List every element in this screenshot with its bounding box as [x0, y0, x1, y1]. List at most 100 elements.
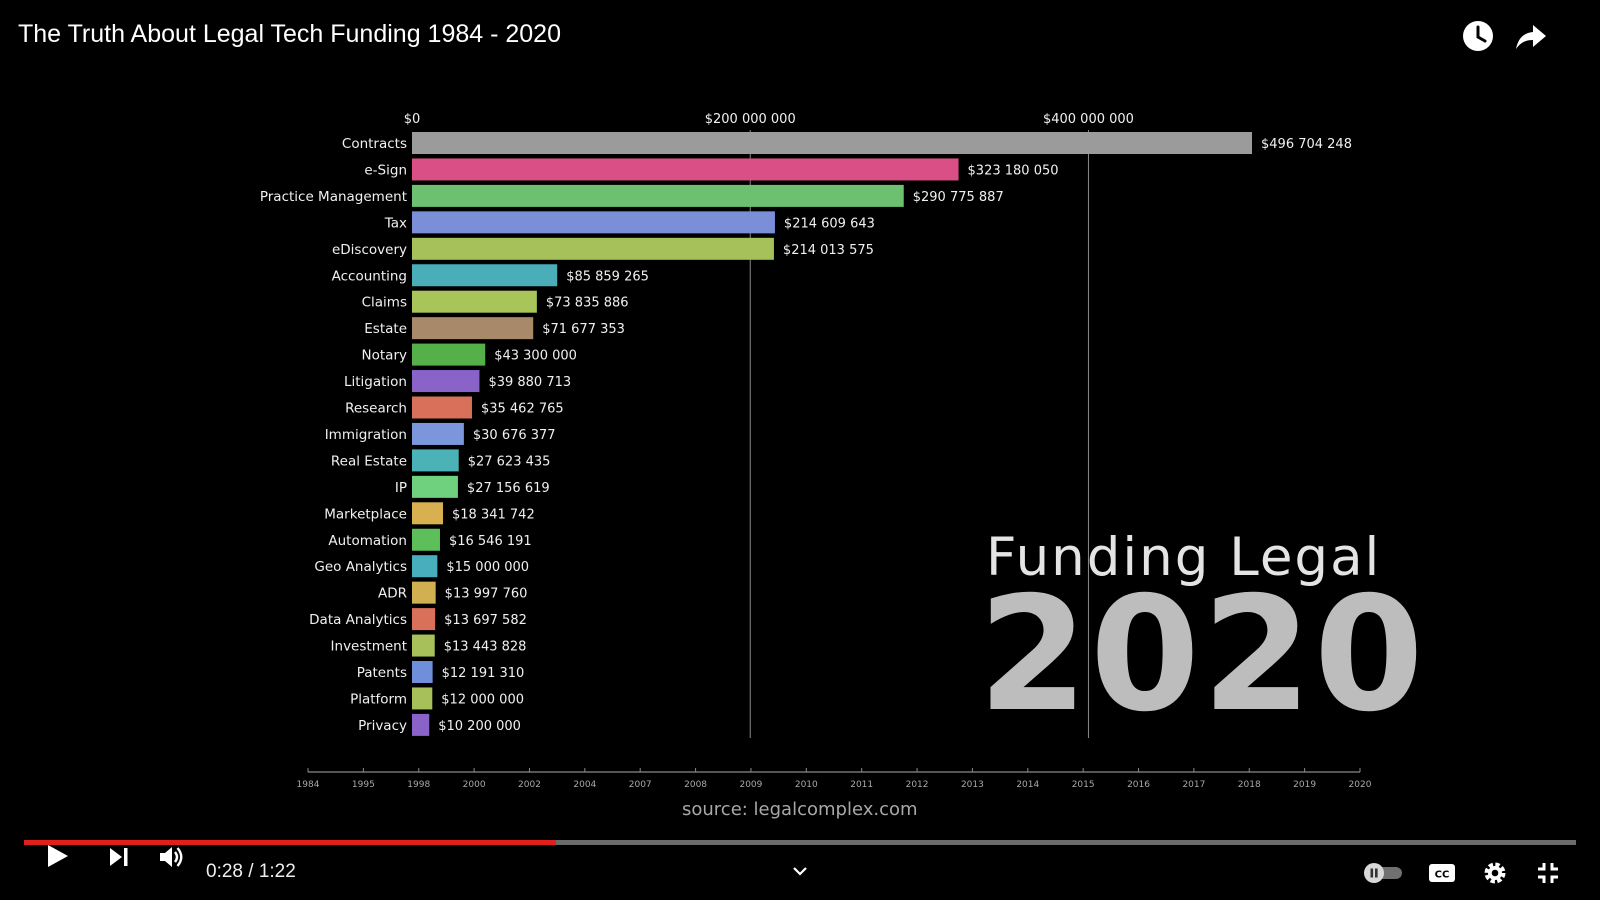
timeline-year-label: 2013	[961, 780, 984, 790]
chart-source: source: legalcomplex.com	[682, 799, 918, 820]
watermark-year: 2020	[978, 563, 1426, 747]
timeline-year-label: 1984	[297, 780, 320, 790]
bar	[412, 449, 459, 472]
bar	[412, 581, 436, 604]
x-tick-label: $0	[404, 112, 421, 127]
value-label: $13 997 760	[445, 587, 528, 602]
bar	[412, 687, 433, 710]
bar	[412, 290, 537, 313]
value-label: $71 677 353	[542, 322, 625, 337]
category-label: eDiscovery	[332, 242, 407, 258]
value-label: $39 880 713	[488, 375, 571, 390]
time-separator: /	[248, 861, 254, 882]
timeline-year-label: 2008	[684, 780, 707, 790]
bar	[412, 211, 775, 234]
value-label: $30 676 377	[473, 428, 556, 443]
cc-icon[interactable]: CC	[1428, 863, 1456, 883]
autoplay-toggle-icon[interactable]	[1362, 862, 1404, 884]
value-label: $214 013 575	[783, 243, 874, 258]
bar	[412, 661, 433, 683]
value-label: $12 000 000	[441, 692, 524, 707]
timeline-year-label: 2016	[1127, 780, 1150, 790]
timeline-year-label: 1995	[352, 780, 375, 790]
timeline-year-label: 2011	[850, 780, 873, 790]
bar	[412, 343, 486, 366]
exit-fullscreen-icon[interactable]	[1535, 860, 1561, 886]
timeline-year-label: 2009	[739, 780, 762, 790]
bar	[412, 370, 480, 393]
next-icon[interactable]	[107, 845, 131, 869]
value-label: $12 191 310	[442, 666, 525, 681]
bar	[412, 528, 440, 551]
progress-fill	[24, 840, 557, 845]
value-label: $10 200 000	[438, 719, 521, 734]
category-label: Accounting	[332, 268, 407, 284]
progress-bar[interactable]	[24, 840, 1576, 845]
timeline-year-label: 2010	[795, 780, 818, 790]
funding-bar-chart: $0 $200 000 000 $400 000 000 Contracts $496 …	[260, 112, 1372, 790]
category-label: Investment	[331, 639, 407, 655]
svg-text:CC: CC	[1435, 870, 1450, 881]
category-label: Practice Management	[260, 189, 407, 205]
timeline-year-label: 2007	[629, 780, 652, 790]
bar	[412, 396, 472, 419]
timeline-year-label: 2012	[906, 780, 929, 790]
bar	[412, 158, 959, 181]
category-label: Litigation	[344, 374, 407, 390]
timeline-year-label: 2018	[1238, 780, 1261, 790]
value-label: $323 180 050	[968, 163, 1059, 178]
value-label: $85 859 265	[566, 269, 649, 284]
value-label: $35 462 765	[481, 402, 564, 417]
timeline-year-label: 2020	[1349, 780, 1372, 790]
category-label: Geo Analytics	[314, 559, 407, 575]
category-label: Data Analytics	[309, 612, 407, 628]
share-icon[interactable]	[1513, 18, 1549, 54]
value-label: $18 341 742	[452, 507, 535, 522]
play-icon[interactable]	[44, 843, 70, 869]
category-label: Patents	[357, 665, 407, 681]
bar	[412, 475, 458, 498]
bar	[412, 502, 444, 525]
category-label: IP	[395, 480, 407, 496]
category-label: Privacy	[358, 718, 407, 734]
chevron-down-icon[interactable]	[792, 862, 808, 876]
current-time: 0:28	[206, 861, 243, 882]
x-tick-label: $200 000 000	[705, 112, 796, 127]
category-label: Tax	[384, 215, 407, 231]
timeline-year-label: 2015	[1072, 780, 1095, 790]
category-label: Immigration	[325, 427, 407, 443]
clock-icon[interactable]	[1460, 18, 1496, 54]
gear-icon[interactable]	[1482, 860, 1508, 886]
bar	[412, 555, 438, 578]
value-label: $496 704 248	[1261, 137, 1352, 152]
timeline-year-label: 1998	[407, 780, 430, 790]
value-label: $16 546 191	[449, 534, 532, 549]
category-label: Estate	[364, 321, 407, 337]
volume-icon[interactable]	[157, 843, 185, 871]
x-tick-label: $400 000 000	[1043, 112, 1134, 127]
category-label: Platform	[350, 691, 407, 707]
value-label: $290 775 887	[913, 190, 1004, 205]
category-label: Contracts	[342, 136, 407, 152]
value-label: $73 835 886	[546, 296, 629, 311]
timeline-year-label: 2004	[573, 780, 596, 790]
value-label: $13 697 582	[444, 613, 527, 628]
category-label: Automation	[328, 533, 407, 549]
category-label: Claims	[362, 295, 407, 311]
category-label: Marketplace	[324, 506, 407, 522]
value-label: $27 623 435	[468, 454, 551, 469]
bar	[412, 317, 534, 340]
timeline-year-label: 2014	[1016, 780, 1039, 790]
bar	[412, 713, 430, 736]
video-title[interactable]: The Truth About Legal Tech Funding 1984 …	[18, 20, 561, 48]
category-label: Notary	[362, 348, 407, 364]
category-label: e-Sign	[364, 162, 407, 178]
watermark-title: Funding Legal	[986, 527, 1382, 588]
time-display: 0:28 / 1:22	[206, 861, 296, 883]
timeline-year-label: 2017	[1182, 780, 1205, 790]
bar	[412, 634, 435, 657]
bar	[412, 237, 774, 260]
timeline-year-label: 2019	[1293, 780, 1316, 790]
bar	[412, 132, 1252, 154]
timeline-year-label: 2002	[518, 780, 541, 790]
